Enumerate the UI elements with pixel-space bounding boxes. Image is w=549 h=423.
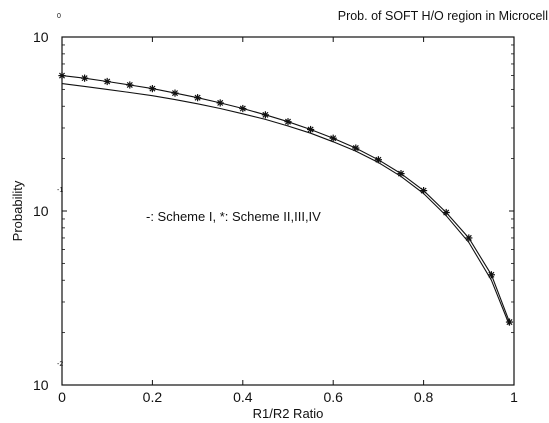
series-2-point [81, 74, 89, 82]
star-stroke [352, 145, 359, 152]
x-tick-label: 0 [58, 389, 66, 405]
x-tick-label: 1 [510, 389, 518, 405]
star-stroke [58, 72, 66, 79]
star-stroke [126, 81, 133, 88]
series-2-point [148, 85, 156, 93]
y-tick-exponent: -2 [57, 361, 63, 368]
series-2-point [103, 77, 111, 86]
star-stroke [194, 94, 201, 101]
star-stroke [217, 99, 224, 106]
star-stroke [239, 105, 246, 112]
series-2-point [239, 104, 247, 113]
star-stroke [506, 319, 513, 326]
legend-annotation: -: Scheme I, *: Scheme II,III,IV [146, 209, 321, 224]
y-tick-label: 10 [33, 203, 49, 219]
star-stroke [375, 156, 382, 163]
star-stroke [171, 90, 179, 97]
star-stroke [284, 118, 292, 125]
star-stroke [262, 111, 269, 118]
y-tick-label: 10 [33, 377, 49, 393]
series-1-line [61, 83, 511, 326]
series-2-point [194, 94, 202, 102]
series-2-point [487, 271, 495, 279]
series-2-point [505, 318, 514, 326]
y-axis-title: Probability [10, 180, 25, 241]
series-2-point [171, 89, 179, 97]
y-tick-label: 10 [33, 29, 49, 45]
x-tick-label: 0.2 [143, 389, 163, 405]
series-2-point [374, 156, 382, 164]
series-2-point [126, 81, 134, 89]
series-2-point [329, 134, 337, 142]
series-2-point [307, 125, 315, 134]
x-axis-title: R1/R2 Ratio [253, 406, 324, 421]
star-stroke [81, 75, 88, 82]
chart-title: Prob. of SOFT H/O region in Microcell [338, 9, 548, 23]
star-stroke [465, 234, 472, 241]
x-tick-label: 0.6 [323, 389, 343, 405]
x-tick-label: 0.8 [414, 389, 434, 405]
series-2-point [261, 111, 269, 119]
series-2-point [284, 118, 292, 126]
series-2-point [465, 234, 473, 242]
star-stroke [443, 209, 450, 216]
series-2-point [442, 208, 450, 217]
star-stroke [149, 85, 156, 92]
y-tick-exponent: -1 [57, 187, 63, 194]
series-2-point [216, 99, 224, 107]
star-stroke [307, 126, 314, 133]
star-stroke [420, 187, 427, 194]
star-stroke [397, 170, 405, 177]
series-2-point [58, 72, 66, 80]
star-stroke [104, 78, 111, 85]
series-2-line [61, 75, 511, 323]
series-layer [58, 72, 514, 326]
y-tick-exponent: 0 [57, 13, 61, 20]
series-2-point [352, 144, 360, 152]
x-tick-label: 0.4 [233, 389, 253, 405]
star-stroke [488, 271, 495, 278]
series-2-point [420, 186, 428, 195]
axis-ticks: 0 0.2 0.4 0.6 0.8 1 10 0 10 -1 10 -2 [33, 13, 518, 405]
series-2-point [397, 170, 405, 178]
star-stroke [330, 135, 337, 142]
